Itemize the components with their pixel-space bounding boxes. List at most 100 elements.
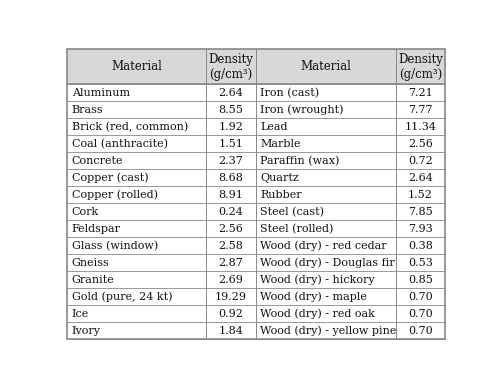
Text: 0.85: 0.85 — [408, 275, 433, 285]
Text: Ivory: Ivory — [72, 326, 101, 336]
Bar — [67, 187, 206, 203]
Text: 2.58: 2.58 — [218, 241, 244, 251]
Text: 2.87: 2.87 — [218, 258, 244, 268]
Text: 2.64: 2.64 — [408, 173, 433, 183]
Bar — [396, 305, 446, 322]
Bar — [206, 305, 256, 322]
Bar — [396, 187, 446, 203]
Bar — [206, 220, 256, 237]
Text: Quartz: Quartz — [260, 173, 299, 183]
Bar — [67, 288, 206, 305]
Text: 0.92: 0.92 — [218, 309, 244, 319]
Bar — [396, 237, 446, 254]
Bar — [396, 101, 446, 118]
Bar — [206, 118, 256, 135]
Text: 8.55: 8.55 — [218, 105, 244, 115]
Text: Granite: Granite — [72, 275, 114, 285]
Text: Steel (rolled): Steel (rolled) — [260, 224, 334, 234]
Text: 0.38: 0.38 — [408, 241, 433, 251]
Text: Brass: Brass — [72, 105, 104, 115]
Bar — [256, 169, 396, 187]
Bar — [206, 187, 256, 203]
Text: Copper (cast): Copper (cast) — [72, 173, 148, 183]
Text: Glass (window): Glass (window) — [72, 241, 158, 251]
Bar — [396, 288, 446, 305]
Text: Gneiss: Gneiss — [72, 258, 110, 268]
Bar — [256, 237, 396, 254]
Bar — [67, 49, 206, 84]
Bar — [256, 118, 396, 135]
Text: 0.70: 0.70 — [408, 292, 433, 302]
Bar — [256, 254, 396, 272]
Bar — [396, 272, 446, 288]
Bar — [67, 254, 206, 272]
Text: Feldspar: Feldspar — [72, 224, 121, 234]
Text: 8.91: 8.91 — [218, 190, 244, 200]
Bar — [206, 101, 256, 118]
Bar — [67, 152, 206, 169]
Text: Aluminum: Aluminum — [72, 88, 130, 98]
Text: Density
(g/cm³): Density (g/cm³) — [398, 53, 443, 81]
Text: 1.52: 1.52 — [408, 190, 433, 200]
Bar — [256, 152, 396, 169]
Text: 2.69: 2.69 — [218, 275, 244, 285]
Bar — [396, 84, 446, 101]
Text: 19.29: 19.29 — [215, 292, 247, 302]
Bar — [67, 135, 206, 152]
Bar — [256, 49, 396, 84]
Text: Wood (dry) - maple: Wood (dry) - maple — [260, 291, 367, 302]
Text: Lead: Lead — [260, 122, 287, 132]
Bar — [67, 305, 206, 322]
Text: Ice: Ice — [72, 309, 89, 319]
Bar — [396, 169, 446, 187]
Bar — [256, 84, 396, 101]
Bar — [206, 152, 256, 169]
Bar — [396, 152, 446, 169]
Text: 0.70: 0.70 — [408, 326, 433, 336]
Bar — [206, 322, 256, 339]
Text: Iron (wrought): Iron (wrought) — [260, 105, 344, 115]
Text: 1.84: 1.84 — [218, 326, 244, 336]
Bar — [256, 135, 396, 152]
Text: Concrete: Concrete — [72, 156, 124, 166]
Bar — [206, 237, 256, 254]
Bar — [396, 254, 446, 272]
Text: 7.93: 7.93 — [408, 224, 433, 234]
Text: Marble: Marble — [260, 139, 300, 149]
Text: Steel (cast): Steel (cast) — [260, 207, 324, 217]
Text: 8.68: 8.68 — [218, 173, 244, 183]
Bar — [396, 322, 446, 339]
Bar — [256, 288, 396, 305]
Text: 2.37: 2.37 — [218, 156, 244, 166]
Bar — [67, 322, 206, 339]
Bar — [67, 169, 206, 187]
Bar — [206, 254, 256, 272]
Bar — [67, 203, 206, 220]
Text: 2.56: 2.56 — [408, 139, 433, 149]
Bar — [67, 118, 206, 135]
Text: 11.34: 11.34 — [404, 122, 436, 132]
Text: 1.51: 1.51 — [218, 139, 244, 149]
Bar — [206, 272, 256, 288]
Bar — [206, 288, 256, 305]
Bar — [396, 118, 446, 135]
Text: 2.64: 2.64 — [218, 88, 244, 98]
Text: 2.56: 2.56 — [218, 224, 244, 234]
Text: 7.77: 7.77 — [408, 105, 433, 115]
Text: Gold (pure, 24 kt): Gold (pure, 24 kt) — [72, 291, 172, 302]
Bar — [256, 220, 396, 237]
Bar — [206, 49, 256, 84]
Bar — [67, 237, 206, 254]
Bar — [256, 203, 396, 220]
Bar — [67, 84, 206, 101]
Text: 0.70: 0.70 — [408, 309, 433, 319]
Bar — [206, 135, 256, 152]
Bar — [206, 84, 256, 101]
Bar — [256, 272, 396, 288]
Text: 0.72: 0.72 — [408, 156, 433, 166]
Text: Cork: Cork — [72, 207, 99, 217]
Bar — [396, 135, 446, 152]
Text: Wood (dry) - yellow pine: Wood (dry) - yellow pine — [260, 326, 396, 336]
Text: Wood (dry) - hickory: Wood (dry) - hickory — [260, 275, 375, 285]
Text: 1.92: 1.92 — [218, 122, 244, 132]
